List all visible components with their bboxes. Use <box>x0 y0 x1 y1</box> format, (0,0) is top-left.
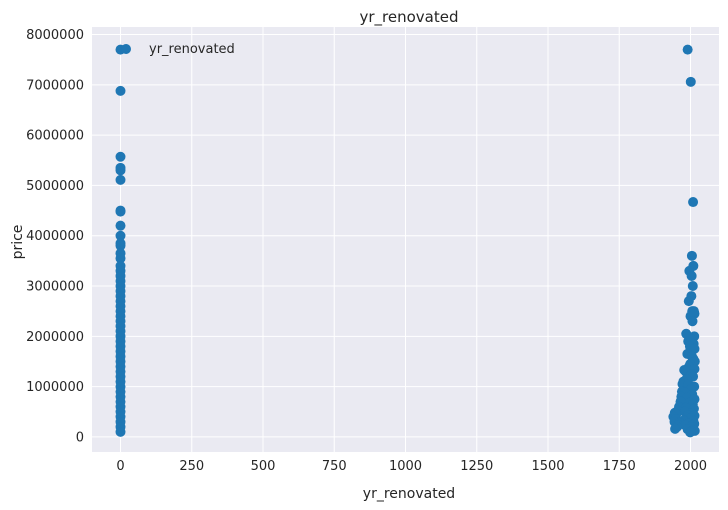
scatter-point <box>115 174 126 185</box>
y-tick-label: 5000000 <box>26 179 84 194</box>
scatter-point <box>686 250 697 261</box>
x-tick-label: 1500 <box>531 459 564 474</box>
y-axis-title: price <box>10 225 26 260</box>
y-tick-label: 1000000 <box>26 380 84 395</box>
y-tick-label: 3000000 <box>26 280 84 295</box>
x-tick-label: 0 <box>116 459 124 474</box>
scatter-point <box>689 308 700 319</box>
y-tick-label: 8000000 <box>26 28 84 43</box>
x-tick-label: 750 <box>322 459 347 474</box>
x-tick-label: 1250 <box>460 459 493 474</box>
scatter-point <box>115 220 126 231</box>
x-tick-label: 1000 <box>389 459 422 474</box>
scatter-point <box>670 423 681 434</box>
scatter-point <box>115 240 126 251</box>
y-tick-label: 2000000 <box>26 330 84 345</box>
scatter-point <box>685 427 696 438</box>
scatter-point <box>685 76 696 87</box>
y-tick-label: 4000000 <box>26 229 84 244</box>
scatter-point <box>115 253 126 264</box>
y-tick-label: 7000000 <box>26 78 84 93</box>
scatter-point <box>686 270 697 281</box>
legend-marker <box>121 44 131 54</box>
chart-title: yr_renovated <box>360 8 459 27</box>
scatter-point <box>115 85 126 96</box>
scatter-point <box>115 165 126 176</box>
x-tick-label: 250 <box>179 459 204 474</box>
scatter-point <box>687 316 698 327</box>
scatter-point <box>682 44 693 55</box>
grid-lines <box>92 27 719 452</box>
x-tick-label: 500 <box>251 459 276 474</box>
y-tick-label: 6000000 <box>26 129 84 144</box>
scatter-point <box>115 206 126 217</box>
scatter-point <box>115 230 126 241</box>
scatter-point <box>687 281 698 292</box>
data-points <box>115 44 700 438</box>
y-tick-label: 0 <box>76 430 84 445</box>
x-tick-label: 2000 <box>674 459 707 474</box>
scatter-point <box>688 197 699 208</box>
tick-labels: 0 250 500 750 1000 1250 1500 1750 2000 0 1000000 20… <box>26 28 707 474</box>
legend-label: yr_renovated <box>149 42 235 57</box>
scatter-point <box>115 151 126 162</box>
legend: yr_renovated <box>121 42 235 57</box>
scatter-point <box>683 296 694 307</box>
scatter-point <box>115 426 126 437</box>
scatter-point <box>689 343 700 354</box>
x-axis-title: yr_renovated <box>363 486 455 502</box>
x-tick-label: 1750 <box>603 459 636 474</box>
